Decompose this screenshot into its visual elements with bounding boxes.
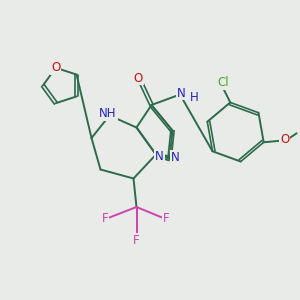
Text: O: O <box>51 61 60 74</box>
Text: F: F <box>163 212 170 226</box>
Text: O: O <box>134 71 142 85</box>
Text: H: H <box>190 91 199 104</box>
Text: F: F <box>133 233 140 247</box>
Text: NH: NH <box>99 107 117 120</box>
Text: N: N <box>155 149 164 163</box>
Text: O: O <box>280 133 289 146</box>
Text: N: N <box>177 86 186 100</box>
Text: Cl: Cl <box>217 76 229 88</box>
Text: F: F <box>102 212 108 226</box>
Text: N: N <box>170 151 179 164</box>
